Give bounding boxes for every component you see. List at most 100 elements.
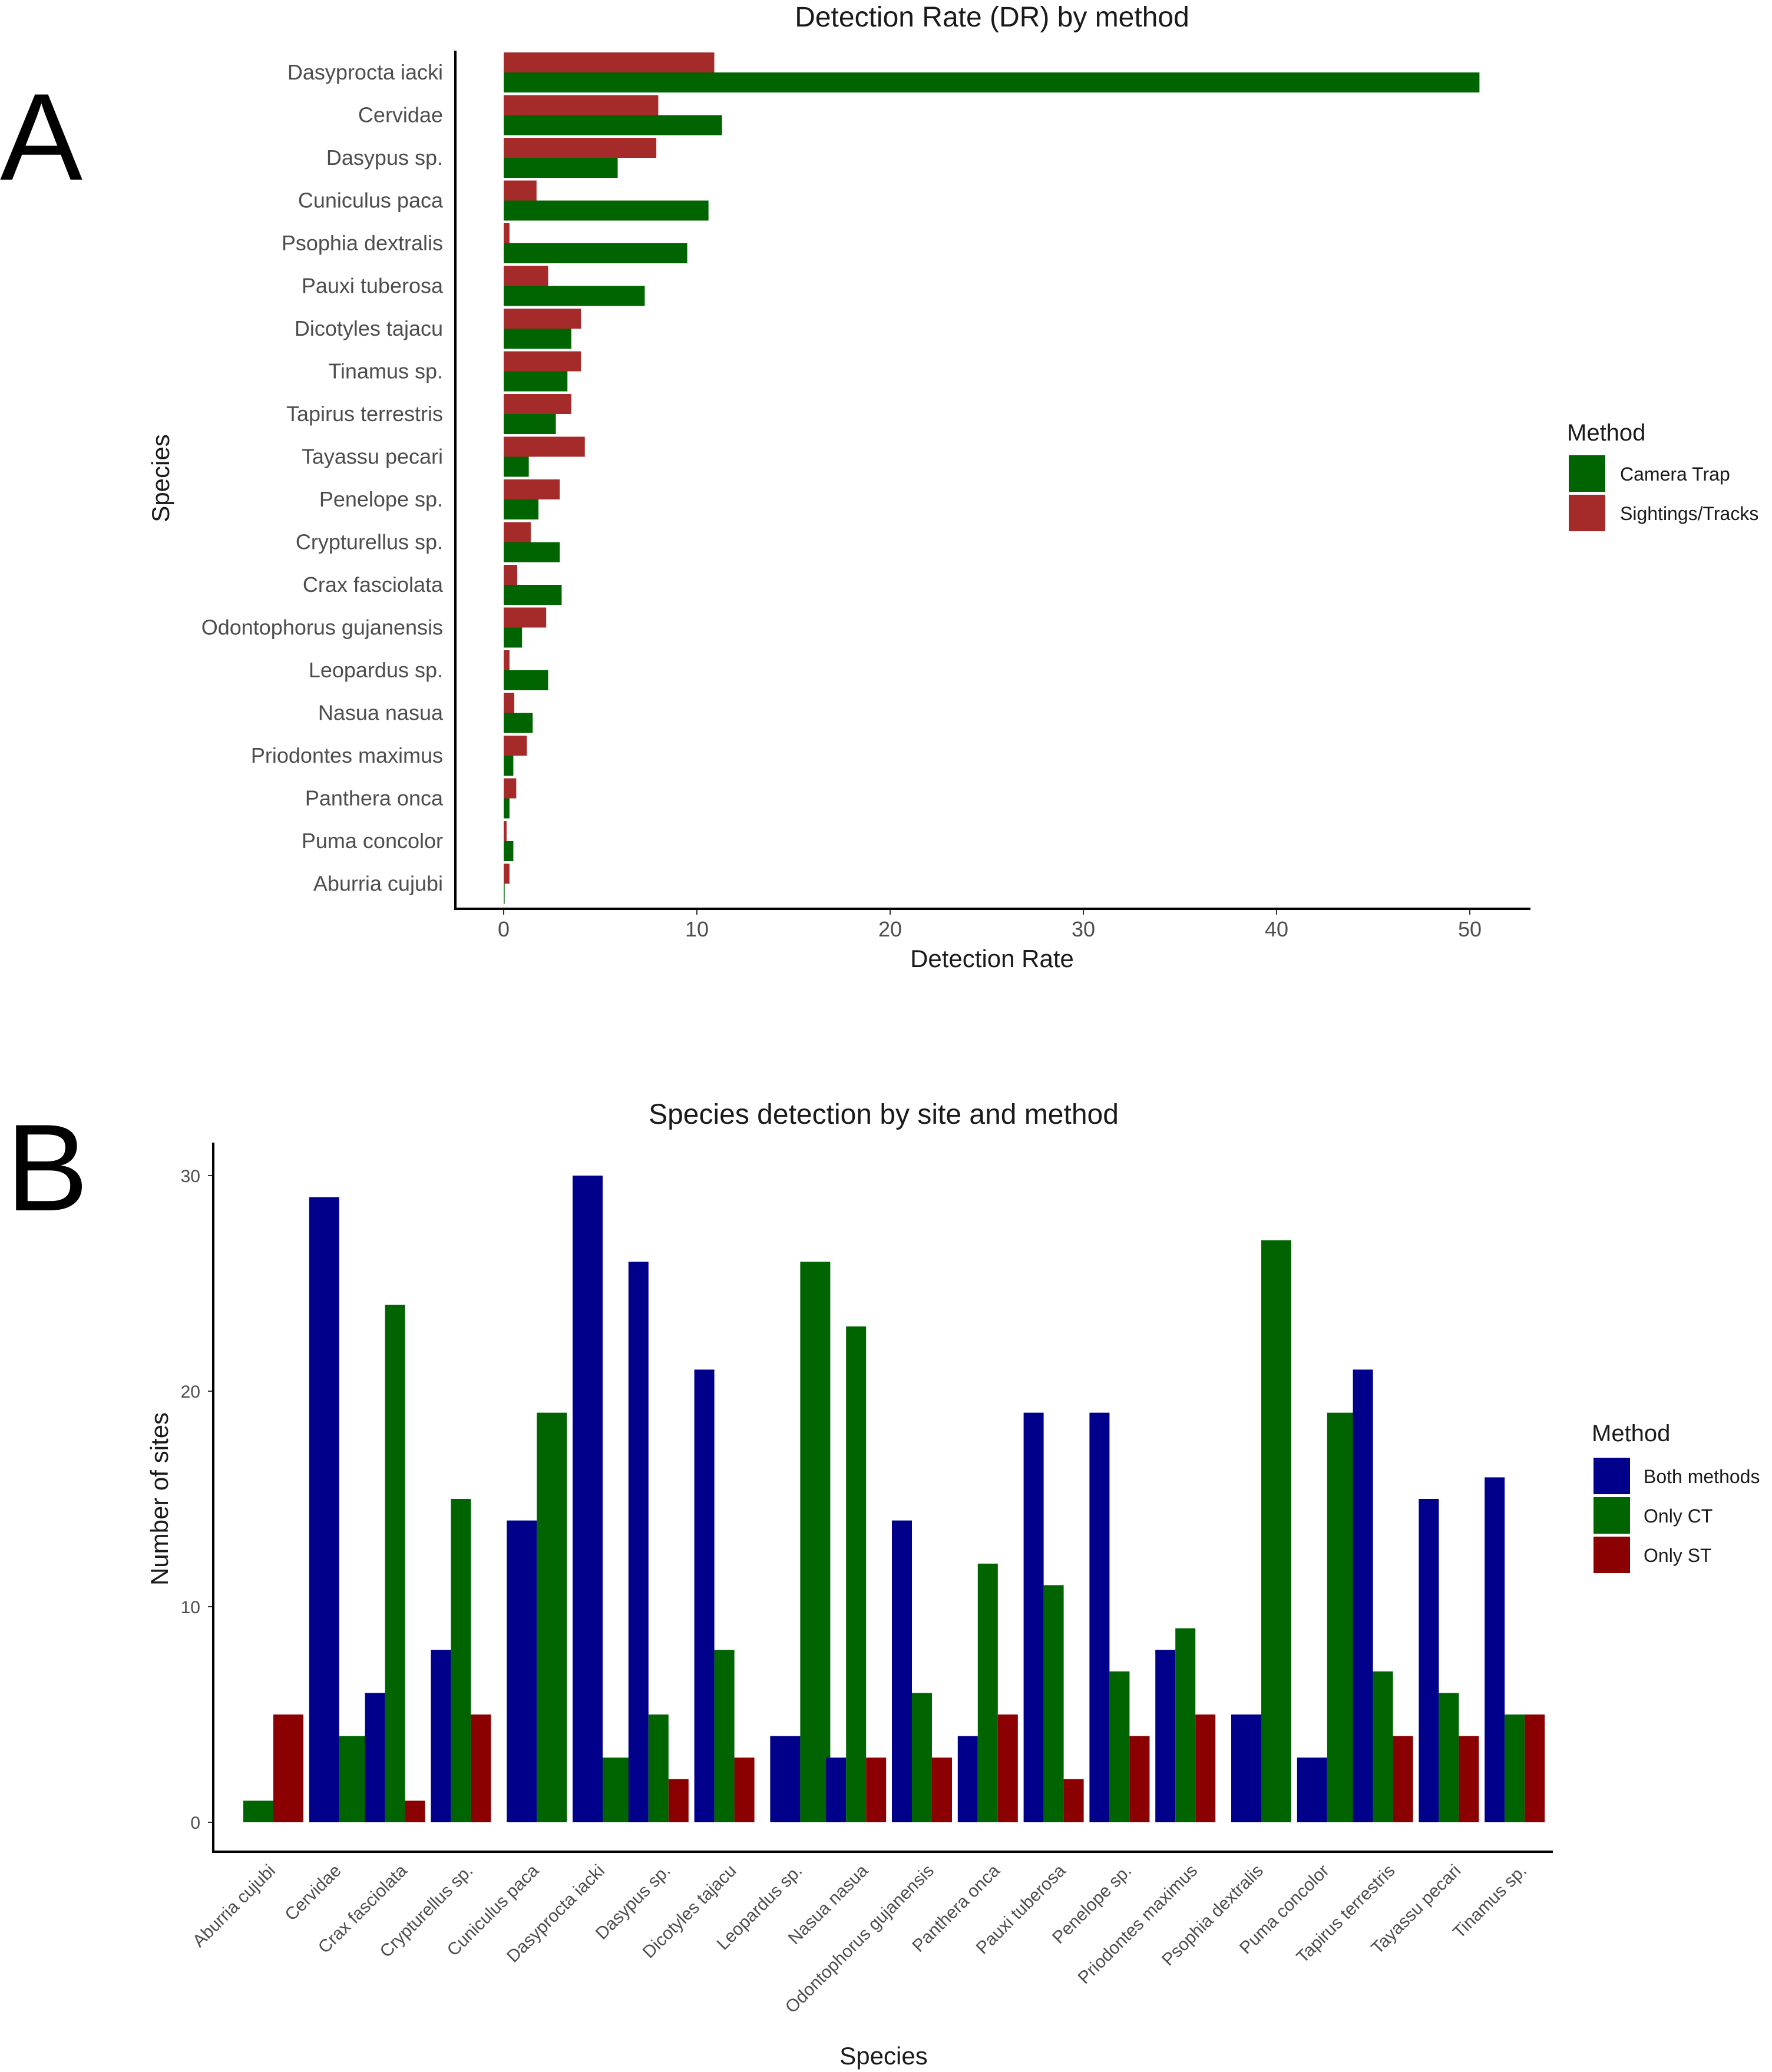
x-tick-label-cervidae: Cervidae: [282, 1861, 345, 1925]
bar-both-methods-panthera-onca: [957, 1736, 978, 1822]
bar-only-st-priodontes-maximus: [1195, 1714, 1216, 1822]
bar-camera-trap-crypturellus-sp: [504, 542, 560, 562]
bar-both-methods-dasypus-sp: [628, 1262, 649, 1822]
legend-label-sightings-tracks: Sightings/Tracks: [1620, 503, 1758, 524]
x-tick-label-priodontes-maximus: Priodontes maximus: [1075, 1861, 1202, 1988]
bar-only-ct-tinamus-sp: [1505, 1714, 1525, 1822]
chart-a-category-labels: Dasyprocta iacki Cervidae Dasypus sp. Cunic…: [201, 60, 444, 896]
bar-camera-trap-dasypus-sp: [504, 158, 618, 178]
legend-label-camera-trap: Camera Trap: [1620, 464, 1730, 485]
bar-both-methods-puma-concolor: [1297, 1757, 1327, 1822]
bar-sightings-tracks-nasua-nasua: [504, 693, 515, 713]
y-tick-label-cuniculus-paca: Cuniculus paca: [298, 188, 444, 213]
legend-swatch-both-methods: [1594, 1458, 1630, 1494]
x-tick-label-30: 30: [1072, 917, 1095, 941]
bar-sightings-tracks-tinamus-sp: [504, 351, 581, 372]
bar-sightings-tracks-tapirus-terrestris: [504, 394, 571, 414]
chart-a-x-axis-title: Detection Rate: [910, 945, 1074, 972]
bar-only-st-odontophorus-gujanensis: [932, 1757, 952, 1822]
bar-both-methods-dasyprocta-iacki: [573, 1176, 603, 1822]
bar-only-ct-crypturellus-sp: [451, 1499, 471, 1822]
bar-camera-trap-priodontes-maximus: [504, 756, 514, 776]
bar-camera-trap-cuniculus-paca: [504, 200, 709, 221]
bar-sightings-tracks-crax-fasciolata: [504, 565, 517, 585]
chart-a-legend-title: Method: [1567, 420, 1645, 446]
bar-sightings-tracks-pauxi-tuberosa: [504, 266, 548, 286]
bar-only-st-crypturellus-sp: [471, 1714, 491, 1822]
bar-sightings-tracks-penelope-sp: [504, 479, 560, 499]
bar-only-ct-aburria-cujubi: [243, 1800, 273, 1822]
bar-only-ct-nasua-nasua: [846, 1326, 867, 1822]
y-tick-label-puma-concolor: Puma concolor: [302, 829, 443, 853]
bar-only-st-penelope-sp: [1129, 1736, 1150, 1822]
legend-swatch-sightings-tracks: [1569, 495, 1605, 531]
chart-a-x-ticks: 0 10 20 30 40 50: [498, 910, 1482, 941]
bar-both-methods-dicotyles-tajacu: [694, 1369, 715, 1822]
y-tick-label-pauxi-tuberosa: Pauxi tuberosa: [302, 274, 444, 298]
bar-both-methods-odontophorus-gujanensis: [892, 1520, 912, 1822]
bar-both-methods-crax-fasciolata: [365, 1693, 385, 1822]
bar-sightings-tracks-odontophorus-gujanensis: [504, 607, 547, 628]
x-tick-label-40: 40: [1265, 917, 1288, 941]
bar-only-st-tinamus-sp: [1525, 1714, 1545, 1822]
bar-camera-trap-crax-fasciolata: [504, 585, 562, 605]
bar-camera-trap-tayassu-pecari: [504, 456, 529, 477]
bar-camera-trap-panthera-onca: [504, 798, 510, 819]
y-tick-label-leopardus-sp: Leopardus sp.: [309, 658, 443, 682]
y-tick-label-crypturellus-sp: Crypturellus sp.: [296, 530, 443, 554]
bar-both-methods-psophia-dextralis: [1231, 1714, 1261, 1822]
bar-camera-trap-tinamus-sp: [504, 371, 568, 392]
y-tick-label-30: 30: [181, 1167, 200, 1186]
bar-sightings-tracks-panthera-onca: [504, 778, 517, 799]
bar-sightings-tracks-puma-concolor: [504, 821, 507, 841]
bar-only-ct-pauxi-tuberosa: [1043, 1585, 1064, 1822]
chart-a-y-axis-title: Species: [147, 434, 174, 522]
y-tick-label-dasypus-sp: Dasypus sp.: [326, 145, 443, 170]
bar-only-ct-dasyprocta-iacki: [603, 1757, 633, 1822]
legend-swatch-camera-trap: [1569, 455, 1605, 492]
y-tick-label-cervidae: Cervidae: [358, 103, 443, 127]
bar-only-ct-tapirus-terrestris: [1373, 1671, 1393, 1822]
x-tick-label-50: 50: [1458, 917, 1482, 941]
bar-camera-trap-pauxi-tuberosa: [504, 286, 645, 306]
bar-sightings-tracks-cuniculus-paca: [504, 180, 537, 201]
bar-camera-trap-nasua-nasua: [504, 713, 533, 733]
chart-a-bars: [504, 52, 1480, 904]
bar-only-ct-priodontes-maximus: [1175, 1628, 1196, 1822]
bar-both-methods-cuniculus-paca: [507, 1520, 537, 1822]
y-tick-label-tapirus-terrestris: Tapirus terrestris: [286, 402, 443, 426]
chart-b-x-axis-title: Species: [839, 2042, 927, 2070]
bar-camera-trap-aburria-cujubi: [504, 883, 505, 904]
chart-a-detection-rate: Detection Rate (DR) by method Dasyprocta…: [147, 2, 1758, 972]
bar-only-st-dasypus-sp: [668, 1779, 689, 1822]
bar-both-methods-cervidae: [309, 1197, 339, 1822]
y-tick-label-0: 0: [190, 1813, 200, 1833]
bar-both-methods-tayassu-pecari: [1419, 1499, 1439, 1822]
bar-only-ct-cervidae: [339, 1736, 369, 1822]
bar-only-ct-dasypus-sp: [648, 1714, 669, 1822]
bar-both-methods-crypturellus-sp: [431, 1650, 451, 1822]
y-tick-label-penelope-sp: Penelope sp.: [319, 487, 443, 511]
x-tick-label-0: 0: [498, 917, 510, 941]
bar-only-ct-psophia-dextralis: [1261, 1240, 1291, 1822]
bar-camera-trap-dicotyles-tajacu: [504, 329, 571, 349]
y-tick-label-tayassu-pecari: Tayassu pecari: [302, 445, 443, 469]
bar-only-ct-tayassu-pecari: [1439, 1693, 1459, 1822]
bar-only-st-crax-fasciolata: [405, 1800, 425, 1822]
chart-b-legend: Method Both methods Only CT Only ST: [1592, 1421, 1760, 1573]
bar-camera-trap-dasyprocta-iacki: [504, 72, 1480, 92]
panel-label-a: A: [0, 68, 82, 206]
bar-sightings-tracks-leopardus-sp: [504, 650, 510, 670]
bar-only-ct-penelope-sp: [1109, 1671, 1130, 1822]
legend-swatch-only-ct: [1594, 1497, 1630, 1534]
y-tick-label-dicotyles-tajacu: Dicotyles tajacu: [295, 316, 443, 340]
bar-only-ct-puma-concolor: [1327, 1412, 1357, 1822]
bar-camera-trap-puma-concolor: [504, 841, 514, 861]
bar-only-st-dicotyles-tajacu: [734, 1757, 755, 1822]
chart-b-y-ticks: 0 10 20 30: [181, 1167, 212, 1833]
chart-a-legend: Method Camera Trap Sightings/Tracks: [1567, 420, 1758, 531]
bar-only-st-tapirus-terrestris: [1393, 1736, 1413, 1822]
bar-only-ct-crax-fasciolata: [385, 1305, 405, 1822]
